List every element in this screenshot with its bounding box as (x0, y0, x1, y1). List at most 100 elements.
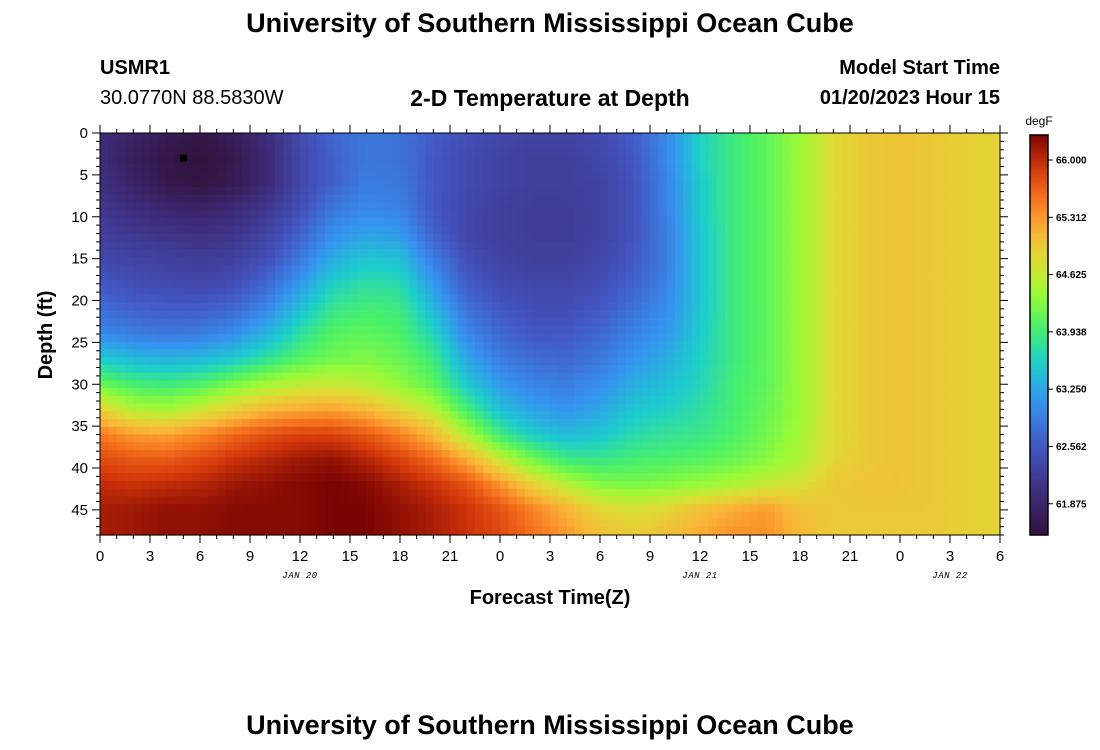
heat-cell (100, 187, 109, 196)
heat-cell (516, 449, 526, 459)
heat-cell (400, 411, 409, 420)
heat-cell (100, 372, 109, 381)
heat-cell (666, 434, 676, 443)
heat-cell (250, 473, 259, 482)
heat-cell (891, 156, 901, 165)
heat-cell (491, 465, 501, 474)
heat-cell (533, 326, 543, 335)
heat-cell (850, 171, 859, 180)
heat-cell (725, 179, 734, 188)
heat-cell (133, 449, 143, 459)
heat-cell (858, 310, 868, 320)
heat-cell (841, 148, 851, 157)
heat-cell (691, 411, 701, 420)
heat-cell (683, 442, 693, 451)
heat-cell (858, 411, 868, 420)
heat-cell (116, 318, 126, 327)
heat-cell (691, 380, 701, 389)
heat-cell (575, 156, 584, 165)
heat-cell (816, 202, 826, 211)
heat-cell (450, 287, 459, 296)
heat-cell (600, 480, 609, 490)
heat-cell (241, 473, 251, 482)
heat-cell (533, 256, 543, 266)
heat-cell (225, 388, 234, 397)
heat-cell (608, 473, 618, 482)
heat-cell (516, 442, 526, 451)
heat-cell (975, 163, 984, 173)
heat-cell (741, 334, 751, 343)
heat-cell (683, 156, 693, 165)
heat-cell (433, 279, 443, 289)
heat-cell (833, 194, 843, 204)
heat-cell (741, 310, 751, 320)
heat-cell (591, 179, 601, 188)
heat-cell (808, 156, 818, 165)
heat-cell (341, 442, 351, 451)
heat-cell (525, 388, 534, 397)
heat-cell (525, 326, 534, 335)
heat-cell (458, 264, 468, 273)
heat-cell (566, 194, 576, 204)
heat-cell (166, 395, 176, 405)
heat-cell (733, 411, 743, 420)
heat-cell (583, 163, 593, 173)
heat-cell (866, 341, 876, 351)
heat-cell (691, 326, 701, 335)
heat-cell (758, 434, 768, 443)
heat-cell (358, 303, 368, 312)
heat-cell (366, 156, 376, 165)
heat-cell (258, 295, 268, 304)
heat-cell (933, 171, 943, 180)
heat-cell (516, 419, 526, 428)
heat-cell (550, 241, 559, 250)
heat-cell (966, 303, 976, 312)
heat-cell (550, 194, 559, 204)
heat-cell (475, 133, 484, 142)
heat-cell (500, 372, 509, 381)
heat-cell (116, 449, 126, 459)
heat-cell (183, 457, 193, 467)
heat-cell (425, 171, 434, 180)
heat-cell (975, 279, 984, 289)
heat-cell (183, 449, 193, 459)
heat-cell (733, 403, 743, 412)
heat-cell (933, 156, 943, 165)
heat-cell (600, 287, 609, 296)
heat-cell (591, 419, 601, 428)
heat-cell (116, 411, 126, 420)
heat-cell (725, 171, 734, 180)
heat-cell (658, 341, 668, 351)
heat-cell (708, 434, 718, 443)
heat-cell (966, 187, 976, 196)
heat-cell (450, 279, 459, 289)
heat-cell (316, 388, 326, 397)
heat-cell (866, 225, 876, 235)
heat-cell (258, 194, 268, 204)
heat-cell (858, 140, 868, 150)
heat-cell (716, 171, 726, 180)
heat-cell (850, 465, 859, 474)
heat-cell (658, 140, 668, 150)
heat-cell (158, 364, 168, 374)
heat-cell (575, 442, 584, 451)
heat-cell (666, 310, 676, 320)
heat-cell (241, 163, 251, 173)
heat-cell (700, 210, 709, 219)
heat-cell (991, 256, 1001, 266)
heat-cell (125, 148, 134, 157)
heat-cell (658, 171, 668, 180)
heat-cell (975, 264, 984, 273)
heat-cell (816, 272, 826, 281)
heat-cell (725, 357, 734, 366)
heat-cell (725, 341, 734, 351)
heat-cell (441, 295, 451, 304)
heat-cell (133, 349, 143, 358)
heat-cell (200, 264, 209, 273)
heat-cell (233, 194, 243, 204)
heat-cell (241, 480, 251, 490)
heat-cell (833, 287, 843, 296)
heat-cell (233, 395, 243, 405)
heat-cell (533, 295, 543, 304)
heat-cell (683, 357, 693, 366)
